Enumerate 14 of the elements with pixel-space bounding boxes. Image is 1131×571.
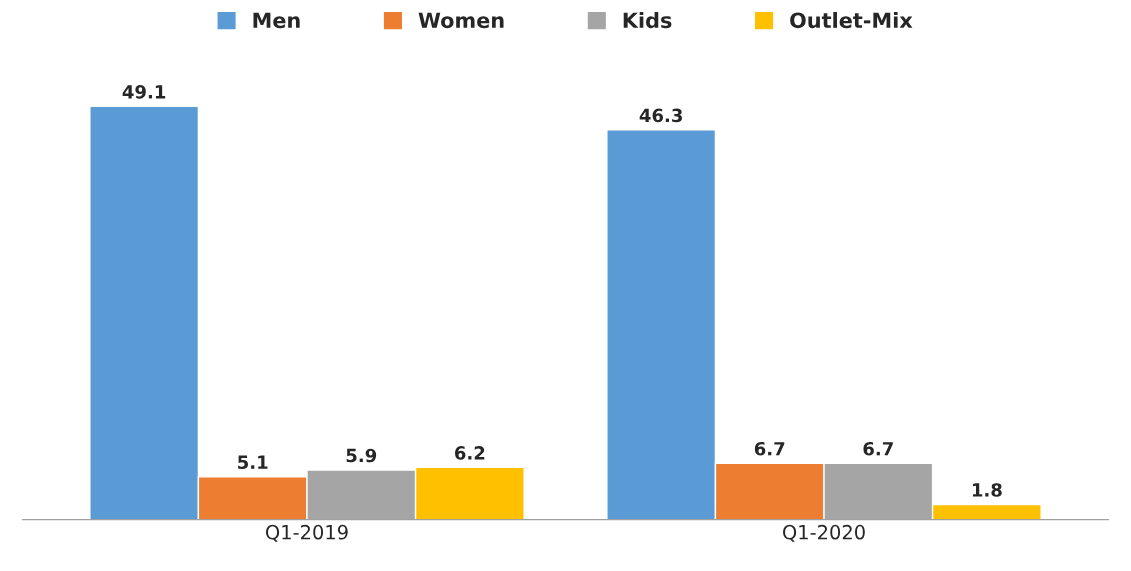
- legend-label: Outlet-Mix: [790, 12, 913, 29]
- data-label: 6.2: [454, 446, 485, 460]
- data-label: 46.3: [639, 108, 682, 123]
- legend-label: Kids: [623, 12, 672, 29]
- x-tick-label: Q1-2019: [265, 524, 348, 542]
- data-label: 1.8: [972, 483, 1002, 497]
- data-label: 5.9: [346, 448, 377, 463]
- legend-label: Men: [253, 12, 300, 29]
- x-tick-label: Q1-2020: [783, 524, 865, 542]
- data-label: 6.7: [754, 441, 785, 456]
- data-label: 49.1: [122, 85, 166, 99]
- data-label: 5.1: [238, 455, 268, 470]
- legend-label: Women: [418, 12, 504, 29]
- data-label: 6.7: [863, 441, 893, 456]
